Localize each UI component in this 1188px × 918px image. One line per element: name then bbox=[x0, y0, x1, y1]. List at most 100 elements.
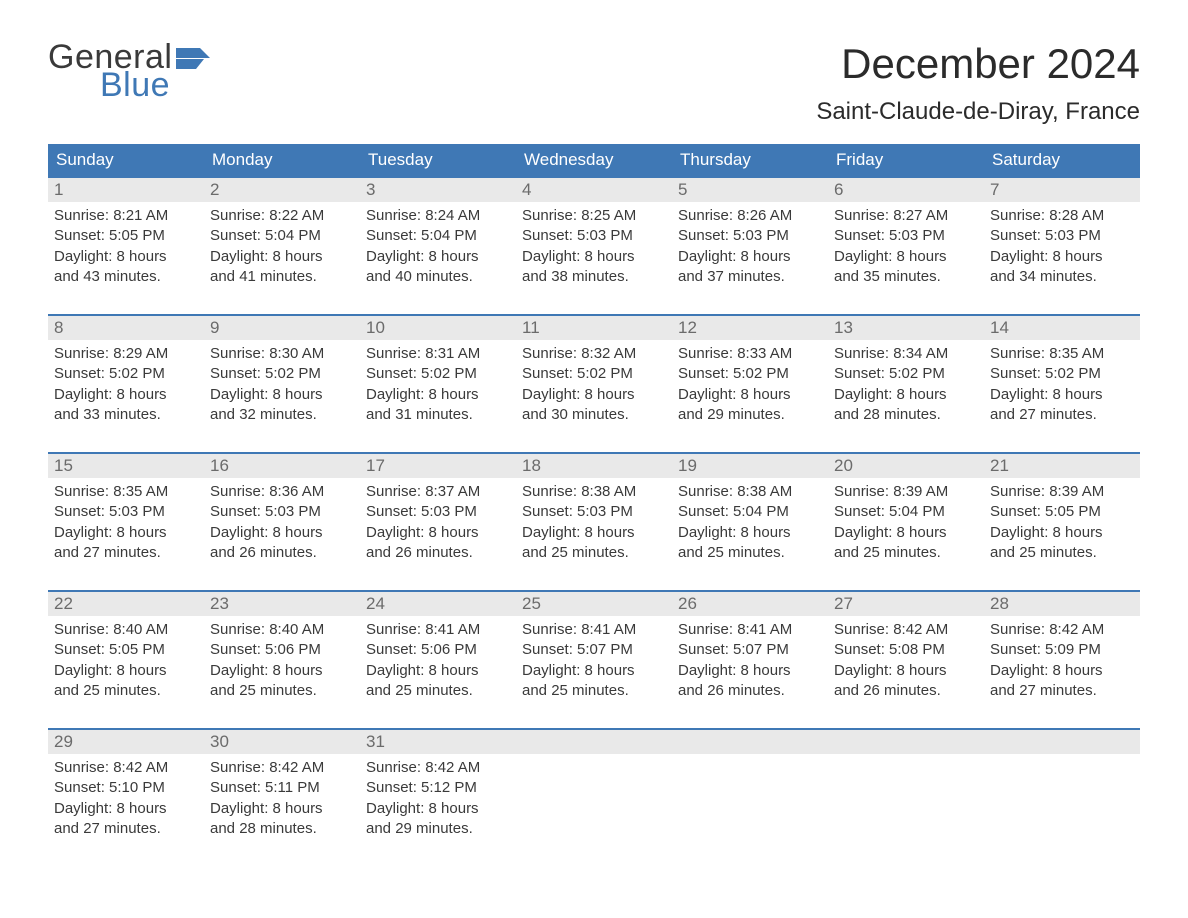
day-number: 16 bbox=[204, 454, 360, 478]
dl1-text: Daylight: 8 hours bbox=[366, 799, 510, 819]
day-number: 22 bbox=[48, 592, 204, 616]
day-content: Sunrise: 8:25 AMSunset: 5:03 PMDaylight:… bbox=[516, 202, 672, 287]
sunset-text: Sunset: 5:03 PM bbox=[834, 226, 978, 246]
day-number bbox=[672, 730, 828, 754]
day-content: Sunrise: 8:42 AMSunset: 5:10 PMDaylight:… bbox=[48, 754, 204, 839]
sunset-text: Sunset: 5:02 PM bbox=[834, 364, 978, 384]
calendar-day: 24Sunrise: 8:41 AMSunset: 5:06 PMDayligh… bbox=[360, 592, 516, 710]
day-content: Sunrise: 8:35 AMSunset: 5:02 PMDaylight:… bbox=[984, 340, 1140, 425]
calendar-day: 28Sunrise: 8:42 AMSunset: 5:09 PMDayligh… bbox=[984, 592, 1140, 710]
sunset-text: Sunset: 5:02 PM bbox=[366, 364, 510, 384]
day-number: 26 bbox=[672, 592, 828, 616]
calendar-day: 14Sunrise: 8:35 AMSunset: 5:02 PMDayligh… bbox=[984, 316, 1140, 434]
day-number: 14 bbox=[984, 316, 1140, 340]
sunset-text: Sunset: 5:08 PM bbox=[834, 640, 978, 660]
dl1-text: Daylight: 8 hours bbox=[678, 523, 822, 543]
dl2-text: and 41 minutes. bbox=[210, 267, 354, 287]
day-number: 28 bbox=[984, 592, 1140, 616]
dl2-text: and 30 minutes. bbox=[522, 405, 666, 425]
calendar-day: 5Sunrise: 8:26 AMSunset: 5:03 PMDaylight… bbox=[672, 178, 828, 296]
day-header-row: Sunday Monday Tuesday Wednesday Thursday… bbox=[48, 144, 1140, 176]
day-content: Sunrise: 8:34 AMSunset: 5:02 PMDaylight:… bbox=[828, 340, 984, 425]
calendar-day: 4Sunrise: 8:25 AMSunset: 5:03 PMDaylight… bbox=[516, 178, 672, 296]
day-number: 24 bbox=[360, 592, 516, 616]
sunrise-text: Sunrise: 8:29 AM bbox=[54, 344, 198, 364]
day-number: 27 bbox=[828, 592, 984, 616]
dl2-text: and 25 minutes. bbox=[990, 543, 1134, 563]
day-number: 21 bbox=[984, 454, 1140, 478]
day-content: Sunrise: 8:26 AMSunset: 5:03 PMDaylight:… bbox=[672, 202, 828, 287]
page-header: General Blue December 2024 Saint-Claude-… bbox=[48, 40, 1140, 126]
day-content: Sunrise: 8:42 AMSunset: 5:11 PMDaylight:… bbox=[204, 754, 360, 839]
sunset-text: Sunset: 5:05 PM bbox=[54, 640, 198, 660]
dl2-text: and 27 minutes. bbox=[54, 819, 198, 839]
calendar-day: 9Sunrise: 8:30 AMSunset: 5:02 PMDaylight… bbox=[204, 316, 360, 434]
dl1-text: Daylight: 8 hours bbox=[834, 247, 978, 267]
day-number: 19 bbox=[672, 454, 828, 478]
sunrise-text: Sunrise: 8:39 AM bbox=[834, 482, 978, 502]
sunset-text: Sunset: 5:02 PM bbox=[54, 364, 198, 384]
day-number: 4 bbox=[516, 178, 672, 202]
day-header: Thursday bbox=[672, 144, 828, 176]
calendar-day: 11Sunrise: 8:32 AMSunset: 5:02 PMDayligh… bbox=[516, 316, 672, 434]
day-number: 11 bbox=[516, 316, 672, 340]
dl1-text: Daylight: 8 hours bbox=[366, 247, 510, 267]
day-number: 8 bbox=[48, 316, 204, 340]
day-number: 15 bbox=[48, 454, 204, 478]
sunset-text: Sunset: 5:07 PM bbox=[678, 640, 822, 660]
calendar-day: 23Sunrise: 8:40 AMSunset: 5:06 PMDayligh… bbox=[204, 592, 360, 710]
dl2-text: and 35 minutes. bbox=[834, 267, 978, 287]
dl2-text: and 31 minutes. bbox=[366, 405, 510, 425]
sunset-text: Sunset: 5:06 PM bbox=[210, 640, 354, 660]
day-content: Sunrise: 8:28 AMSunset: 5:03 PMDaylight:… bbox=[984, 202, 1140, 287]
dl2-text: and 34 minutes. bbox=[990, 267, 1134, 287]
dl2-text: and 25 minutes. bbox=[834, 543, 978, 563]
dl1-text: Daylight: 8 hours bbox=[210, 661, 354, 681]
day-content: Sunrise: 8:21 AMSunset: 5:05 PMDaylight:… bbox=[48, 202, 204, 287]
sunrise-text: Sunrise: 8:41 AM bbox=[366, 620, 510, 640]
sunrise-text: Sunrise: 8:38 AM bbox=[522, 482, 666, 502]
sunset-text: Sunset: 5:10 PM bbox=[54, 778, 198, 798]
sunrise-text: Sunrise: 8:40 AM bbox=[210, 620, 354, 640]
sunset-text: Sunset: 5:04 PM bbox=[210, 226, 354, 246]
day-content bbox=[516, 754, 672, 758]
calendar-day: 25Sunrise: 8:41 AMSunset: 5:07 PMDayligh… bbox=[516, 592, 672, 710]
sunrise-text: Sunrise: 8:25 AM bbox=[522, 206, 666, 226]
dl1-text: Daylight: 8 hours bbox=[54, 523, 198, 543]
calendar-week: 1Sunrise: 8:21 AMSunset: 5:05 PMDaylight… bbox=[48, 176, 1140, 296]
dl2-text: and 26 minutes. bbox=[834, 681, 978, 701]
sunset-text: Sunset: 5:02 PM bbox=[990, 364, 1134, 384]
calendar-day: 22Sunrise: 8:40 AMSunset: 5:05 PMDayligh… bbox=[48, 592, 204, 710]
sunrise-text: Sunrise: 8:24 AM bbox=[366, 206, 510, 226]
day-content bbox=[984, 754, 1140, 758]
sunrise-text: Sunrise: 8:30 AM bbox=[210, 344, 354, 364]
day-content: Sunrise: 8:29 AMSunset: 5:02 PMDaylight:… bbox=[48, 340, 204, 425]
sunset-text: Sunset: 5:04 PM bbox=[834, 502, 978, 522]
dl1-text: Daylight: 8 hours bbox=[366, 661, 510, 681]
sunrise-text: Sunrise: 8:35 AM bbox=[54, 482, 198, 502]
day-content: Sunrise: 8:36 AMSunset: 5:03 PMDaylight:… bbox=[204, 478, 360, 563]
day-number: 5 bbox=[672, 178, 828, 202]
sunset-text: Sunset: 5:12 PM bbox=[366, 778, 510, 798]
dl2-text: and 43 minutes. bbox=[54, 267, 198, 287]
day-header: Friday bbox=[828, 144, 984, 176]
sunrise-text: Sunrise: 8:22 AM bbox=[210, 206, 354, 226]
dl1-text: Daylight: 8 hours bbox=[522, 385, 666, 405]
sunrise-text: Sunrise: 8:42 AM bbox=[54, 758, 198, 778]
sunset-text: Sunset: 5:09 PM bbox=[990, 640, 1134, 660]
day-content bbox=[672, 754, 828, 758]
sunset-text: Sunset: 5:03 PM bbox=[54, 502, 198, 522]
day-content: Sunrise: 8:31 AMSunset: 5:02 PMDaylight:… bbox=[360, 340, 516, 425]
day-header: Saturday bbox=[984, 144, 1140, 176]
sunset-text: Sunset: 5:05 PM bbox=[54, 226, 198, 246]
dl2-text: and 28 minutes. bbox=[210, 819, 354, 839]
day-number: 2 bbox=[204, 178, 360, 202]
sunrise-text: Sunrise: 8:41 AM bbox=[522, 620, 666, 640]
calendar-day: 19Sunrise: 8:38 AMSunset: 5:04 PMDayligh… bbox=[672, 454, 828, 572]
calendar-day: 20Sunrise: 8:39 AMSunset: 5:04 PMDayligh… bbox=[828, 454, 984, 572]
dl1-text: Daylight: 8 hours bbox=[522, 523, 666, 543]
calendar-day: 2Sunrise: 8:22 AMSunset: 5:04 PMDaylight… bbox=[204, 178, 360, 296]
sunset-text: Sunset: 5:03 PM bbox=[522, 226, 666, 246]
calendar-day bbox=[828, 730, 984, 848]
day-header: Sunday bbox=[48, 144, 204, 176]
